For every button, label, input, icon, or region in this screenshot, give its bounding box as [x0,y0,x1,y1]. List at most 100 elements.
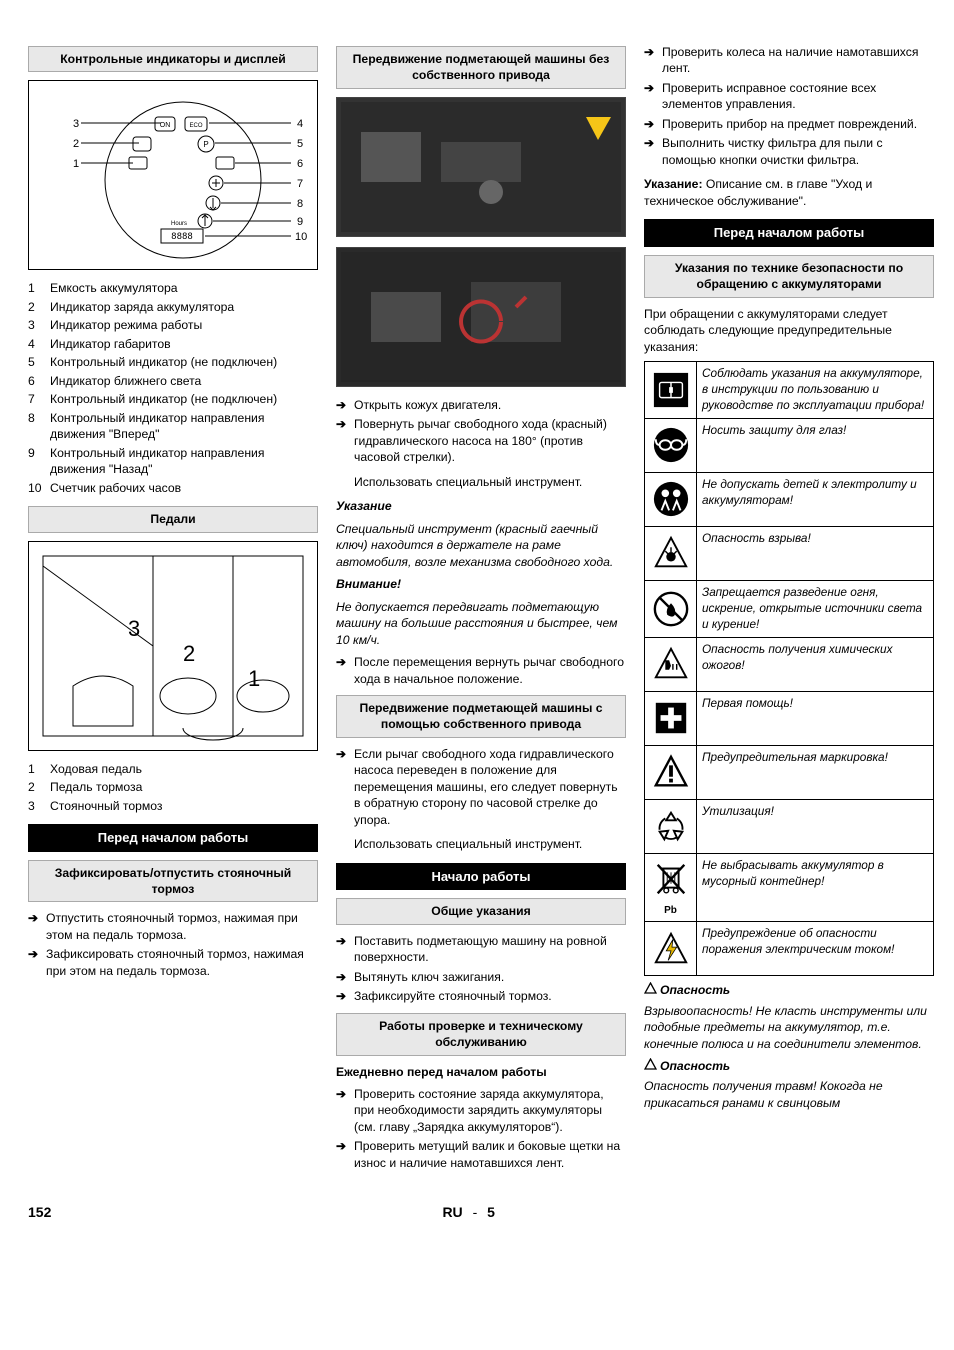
figure-pedals: 3 2 1 [28,541,318,751]
heading-parking-brake: Зафиксировать/отпустить стояночный тормо… [28,860,318,903]
svg-text:8: 8 [297,198,303,210]
heading-move-with-drive: Передвижение подметающей машины с помощь… [336,695,626,738]
nofire-icon [645,580,697,637]
footer-subpage: 5 [487,1204,495,1220]
note-label: Указание: [644,177,703,191]
heading-move-no-drive: Передвижение подметающей машины без собс… [336,46,626,89]
arrow-text: Если рычаг свободного хода гидравлическо… [354,746,626,828]
danger-1-label: Опасность [660,982,730,998]
safety-text: Опасность получения химических ожогов! [697,637,934,691]
legend-num: 3 [28,798,50,814]
svg-text:P: P [203,140,208,149]
legend-text: Емкость аккумулятора [50,280,318,296]
safety-text: Соблюдать указания на аккумуляторе, в ин… [697,362,934,419]
bolt-icon [645,922,697,976]
arrow-text: Выполнить чистку фильтра для пыли с помо… [662,135,934,168]
svg-text:1: 1 [73,158,79,170]
legend-num: 6 [28,373,50,389]
legend-num: 2 [28,779,50,795]
svg-text:2: 2 [183,641,195,666]
book-icon [645,362,697,419]
svg-text:2: 2 [73,138,79,150]
arrow-icon: ➔ [336,654,354,687]
list-with-drive: ➔Если рычаг свободного хода гидравлическ… [336,746,626,828]
safety-text: Запрещается разведение огня, искрение, о… [697,580,934,637]
warning-triangle-icon [644,1058,660,1074]
warning-triangle-icon [644,982,660,998]
arrow-icon: ➔ [336,1138,354,1171]
list-open-rotate-sub: Использовать специальный инструмент. [336,474,626,490]
arrow-icon: ➔ [644,80,662,113]
safety-text: Утилизация! [697,799,934,853]
svg-text:6: 6 [297,158,303,170]
svg-text:ON: ON [160,122,171,129]
heading-start-work: Начало работы [336,863,626,891]
daily-heading: Ежедневно перед началом работы [336,1064,626,1080]
arrow-text: Проверить колеса на наличие намотавшихся… [662,44,934,77]
legend-text: Контрольный индикатор (не подключен) [50,354,318,370]
safety-text: Носить защиту для глаз! [697,418,934,472]
figure-indicator-diagram: ON ECO P Hours 8888 3 2 1 [28,80,318,270]
arrow-text: Открыть кожух двигателя. [354,397,626,413]
column-1: Контрольные индикаторы и дисплей ON ECO … [28,40,318,1179]
footer-center: RU - 5 [51,1203,886,1222]
heading-battery-safety: Указания по технике безопасности по обра… [644,255,934,298]
arrow-icon: ➔ [336,746,354,828]
warning-heading: Внимание! [336,576,626,592]
svg-text:10: 10 [295,231,307,243]
arrow-icon: ➔ [336,969,354,985]
svg-text:3: 3 [128,616,140,641]
svg-text:ECO: ECO [189,123,202,129]
column-2: Передвижение подметающей машины без собс… [336,40,626,1179]
arrow-text: Проверить исправное состояние всех элеме… [662,80,934,113]
arrow-text: Повернуть рычаг свободного хода (красный… [354,416,626,465]
legend-text: Ходовая педаль [50,761,318,777]
explosion-icon [645,526,697,580]
arrow-icon: ➔ [336,933,354,966]
note-maint: Указание: Описание см. в главе "Уход и т… [644,176,934,209]
recycle-icon [645,799,697,853]
children-icon [645,472,697,526]
legend-text: Индикатор ближнего света [50,373,318,389]
danger-1-text: Взрывоопасность! Не класть инструменты и… [644,1003,934,1052]
safety-text: Первая помощь! [697,691,934,745]
legend-num: 2 [28,299,50,315]
list-daily-cont: ➔Проверить колеса на наличие намотавшихс… [644,44,934,168]
figure-engine-photo-1 [336,97,626,237]
battery-intro: При обращении с аккумуляторами следует с… [644,306,934,355]
safety-text: Предупреждение об опасности поражения эл… [697,922,934,976]
firstaid-icon [645,691,697,745]
heading-check-maint: Работы проверке и техническому обслужива… [336,1013,626,1056]
arrow-text: Поставить подметающую машину на ровной п… [354,933,626,966]
legend-num: 1 [28,280,50,296]
list-daily: ➔Проверить состояние заряда аккумулятора… [336,1086,626,1171]
legend-text: Индикатор режима работы [50,317,318,333]
arrow-icon: ➔ [644,44,662,77]
heading-indicators: Контрольные индикаторы и дисплей [28,46,318,72]
legend-num: 4 [28,336,50,352]
svg-text:5: 5 [297,138,303,150]
warning-text: Не допускается передвигать подметающую м… [336,599,626,648]
arrow-text: Проверить прибор на предмет повреждений. [662,116,934,132]
list-general: ➔Поставить подметающую машину на ровной … [336,933,626,1005]
safety-text: Предупредительная маркировка! [697,745,934,799]
legend-num: 10 [28,480,50,496]
sub-text: Использовать специальный инструмент. [354,474,626,490]
page-columns: Контрольные индикаторы и дисплей ON ECO … [28,40,926,1179]
legend-text: Контрольный индикатор направления движен… [50,445,318,478]
safety-table: Соблюдать указания на аккумуляторе, в ин… [644,361,934,976]
legend-text: Контрольный индикатор (не подключен) [50,391,318,407]
legend-text: Педаль тормоза [50,779,318,795]
heading-pedals: Педали [28,506,318,532]
footer-lang: RU [442,1204,462,1220]
heading-general: Общие указания [336,898,626,924]
svg-text:1: 1 [248,666,260,691]
safety-text: Не выбрасывать аккумулятор в мусорный ко… [697,853,934,922]
legend-num: 8 [28,410,50,443]
arrow-icon: ➔ [28,946,46,979]
arrow-text: Зафиксировать стояночный тормоз, нажимая… [46,946,318,979]
safety-text: Не допускать детей к электролиту и аккум… [697,472,934,526]
arrow-text: Проверить состояние заряда аккумулятора,… [354,1086,626,1135]
arrow-icon: ➔ [336,988,354,1004]
list-with-drive-sub: Использовать специальный инструмент. [336,836,626,852]
